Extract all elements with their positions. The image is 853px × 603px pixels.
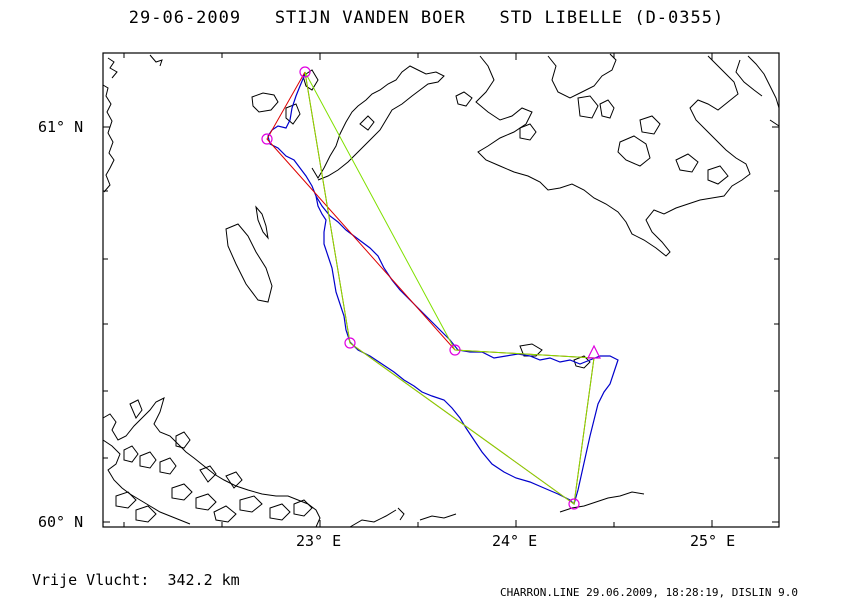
turnpoint-marker [449,344,461,356]
turnpoint-marker [299,66,311,78]
lon-ticks-top [123,53,713,60]
start-finish-triangle [587,344,601,359]
map-frame [102,52,780,528]
lon-ticks-bottom [123,520,713,527]
coastline [102,53,780,528]
turnpoint-marker [344,337,356,349]
free-flight-line [304,71,595,505]
lat-ticks-right [772,126,779,523]
turnpoint-marker [568,498,580,510]
turnpoint-marker [261,133,273,145]
lon-label-23: 23° E [296,532,342,550]
lat-label-61: 61° N [38,118,84,136]
lat-label-60: 60° N [38,513,84,531]
turnpoints [261,66,601,510]
flight-track [267,73,619,506]
lon-label-25: 25° E [690,532,736,550]
distance-readout: Vrije Vlucht: 342.2 km [32,571,240,589]
distance-label: Vrije Vlucht: [32,571,150,589]
footer-info: CHARRON.LINE 29.06.2009, 18:28:19, DISLI… [500,586,799,599]
flight-title: 29-06-2009 STIJN VANDEN BOER STD LIBELLE… [128,8,725,28]
lon-label-24: 24° E [492,532,538,550]
distance-value: 342.2 km [167,571,240,589]
